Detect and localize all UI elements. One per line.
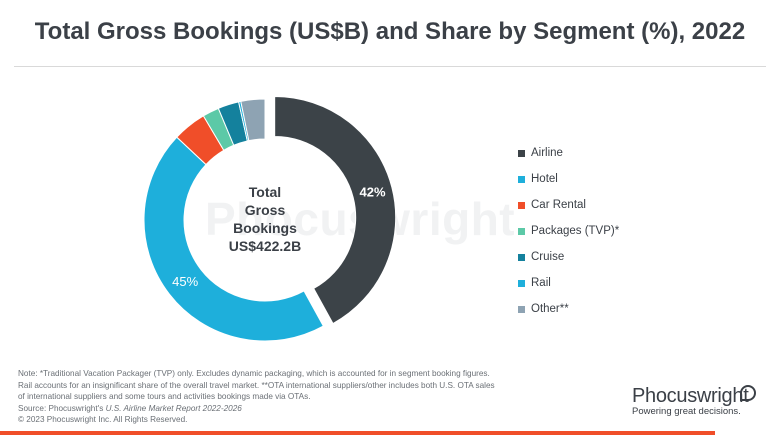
bottom-accent-bar bbox=[0, 431, 715, 435]
legend-item-hotel: Hotel bbox=[518, 166, 619, 192]
brand-name: Phocuswright bbox=[632, 385, 749, 407]
legend-label: Airline bbox=[531, 147, 563, 159]
footnote-copyright: © 2023 Phocuswright Inc. All Rights Rese… bbox=[18, 415, 188, 424]
legend-item-packages-tvp: Packages (TVP)* bbox=[518, 218, 619, 244]
legend-label: Other** bbox=[531, 303, 569, 315]
footnote-source: Source: Phocuswright's U.S. Airline Mark… bbox=[18, 403, 558, 415]
legend-item-cruise: Cruise bbox=[518, 244, 619, 270]
legend-label: Rail bbox=[531, 277, 551, 289]
slice-hotel bbox=[143, 136, 324, 342]
legend: Airline Hotel Car Rental Packages (TVP)* Cru… bbox=[518, 140, 619, 322]
slice-airline bbox=[274, 96, 397, 325]
legend-swatch bbox=[518, 227, 525, 235]
legend-item-car-rental: Car Rental bbox=[518, 192, 619, 218]
legend-item-airline: Airline bbox=[518, 140, 619, 166]
slice-other bbox=[240, 98, 266, 142]
data-label-hotel: 45% bbox=[172, 274, 198, 289]
legend-swatch bbox=[518, 201, 525, 209]
footnote-line-2: Rail accounts for an insignificant share… bbox=[18, 380, 495, 390]
legend-swatch bbox=[518, 305, 525, 313]
center-label-line-3: Bookings bbox=[233, 220, 297, 236]
brand-logo: Phocuswright Powering great decisions. bbox=[632, 385, 756, 417]
legend-item-rail: Rail bbox=[518, 270, 619, 296]
chart-title: Total Gross Bookings (US$B) and Share by… bbox=[34, 18, 746, 45]
legend-item-other: Other** bbox=[518, 296, 619, 322]
legend-label: Car Rental bbox=[531, 199, 586, 211]
title-divider bbox=[14, 66, 766, 67]
footnote: Note: *Traditional Vacation Packager (TV… bbox=[18, 368, 558, 426]
footnote-line-3: of international suppliers and some tour… bbox=[18, 392, 311, 401]
center-label-line-2: Gross bbox=[244, 202, 286, 218]
footnote-line-1: Note: *Traditional Vacation Packager (TV… bbox=[18, 369, 490, 378]
source-prefix: Source: Phocuswright's bbox=[18, 403, 106, 413]
center-label-line-4: US$422.2B bbox=[228, 238, 302, 254]
legend-swatch bbox=[518, 175, 525, 183]
center-label-line-1: Total bbox=[248, 184, 282, 200]
legend-label: Hotel bbox=[531, 173, 558, 185]
brand-tagline: Powering great decisions. bbox=[632, 406, 741, 417]
legend-label: Packages (TVP)* bbox=[531, 225, 620, 237]
legend-swatch bbox=[518, 149, 525, 157]
source-title: U.S. Airline Market Report 2022-2026 bbox=[105, 403, 242, 413]
center-label: Total Gross Bookings US$422.2B bbox=[200, 183, 330, 255]
data-label-airline: 42% bbox=[359, 184, 385, 199]
legend-swatch bbox=[518, 279, 525, 287]
legend-label: Cruise bbox=[531, 251, 565, 263]
legend-swatch bbox=[518, 253, 525, 261]
speech-bubble-icon bbox=[740, 385, 756, 401]
